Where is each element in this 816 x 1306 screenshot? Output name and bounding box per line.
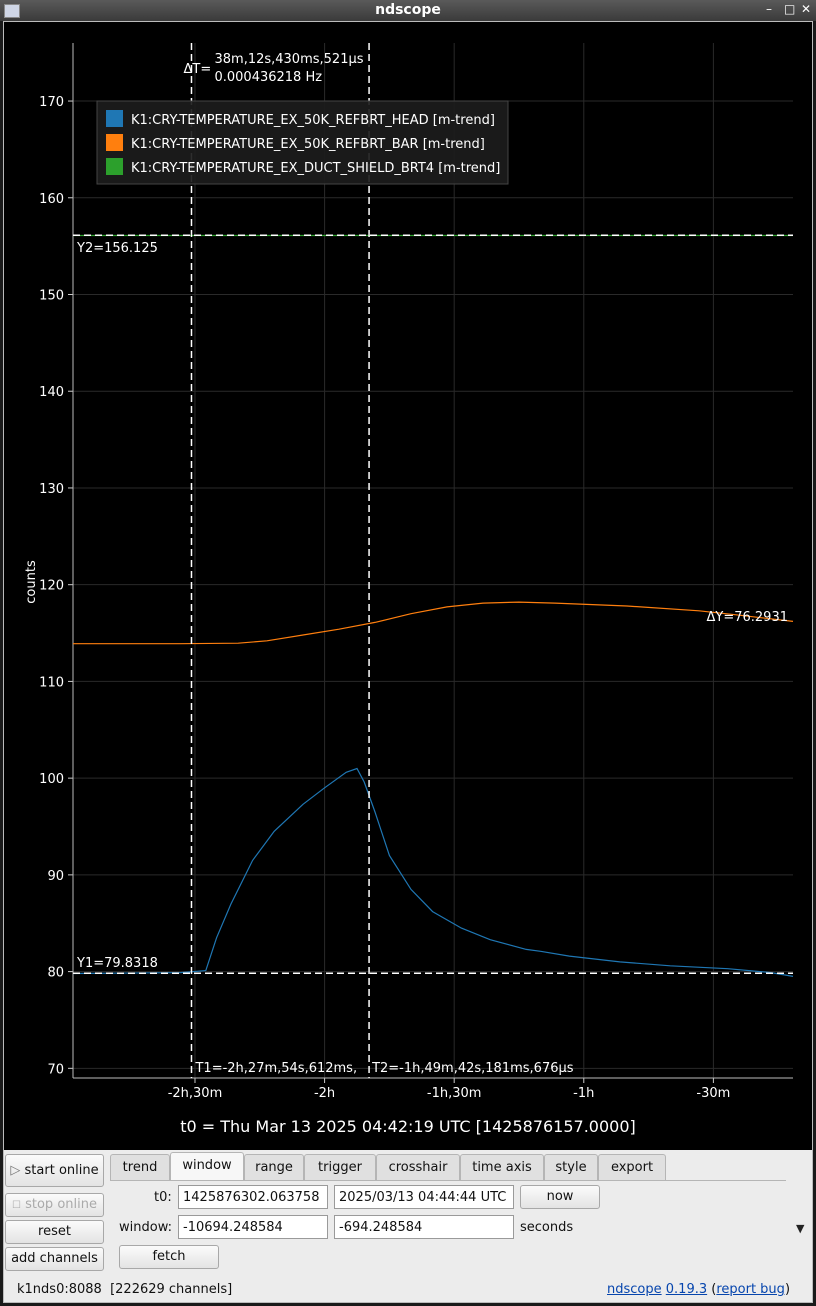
- t0-label: t0:: [154, 1190, 172, 1205]
- tab-crosshair[interactable]: crosshair: [376, 1154, 460, 1180]
- scope-plot[interactable]: 70 80 90 100 110 120 130 140 150 160 170 -2h,30m -2h…: [4, 25, 812, 1150]
- y-tick-label: 150: [39, 288, 64, 303]
- version-info: ndscope 0.19.3 (report bug): [607, 1282, 791, 1297]
- y-tick-label: 110: [39, 675, 64, 690]
- cursor-y2-label: Y2=156.125: [76, 241, 158, 256]
- channel-count: [222629 channels]: [110, 1282, 233, 1297]
- title-bar: ndscope – □ ✕: [0, 0, 816, 21]
- x-tick-label: -1h,30m: [427, 1086, 482, 1101]
- play-icon: ▷: [10, 1163, 21, 1178]
- legend-box: [96, 100, 509, 185]
- y-tick-label: 120: [39, 579, 64, 594]
- x-tick-label: -30m: [696, 1086, 730, 1101]
- version-link[interactable]: 0.19.3: [665, 1282, 708, 1297]
- x-tick-label: -1h: [573, 1086, 594, 1101]
- legend-swatch-1: [106, 110, 123, 127]
- legend-swatch-2: [106, 134, 123, 151]
- plot-grid: [73, 43, 793, 1078]
- minimize-icon[interactable]: –: [766, 2, 772, 16]
- status-server: k1nds0:8088 [222629 channels]: [17, 1282, 232, 1297]
- tab-export[interactable]: export: [598, 1154, 666, 1180]
- legend-label-1: K1:CRY-TEMPERATURE_EX_50K_REFBRT_HEAD [m…: [131, 113, 495, 128]
- tab-range[interactable]: range: [244, 1154, 304, 1180]
- y-tick-label: 130: [39, 482, 64, 497]
- y-tick-label: 170: [39, 95, 64, 110]
- y-axis-label: counts: [24, 560, 39, 604]
- close-icon[interactable]: ✕: [801, 2, 812, 16]
- reset-button[interactable]: reset: [5, 1220, 104, 1244]
- x-tick-label: -2h: [314, 1086, 335, 1101]
- y-tick-label: 70: [47, 1062, 64, 1077]
- y-tick-label: 80: [47, 966, 64, 981]
- cursor-t2-label: T2=-1h,49m,42s,181ms,676µs: [371, 1061, 574, 1076]
- control-panel: ▷ start online ☐ stop online reset add c…: [4, 1150, 812, 1302]
- seconds-label: seconds: [520, 1220, 574, 1235]
- y-tick-label: 90: [47, 869, 64, 884]
- stop-online-button[interactable]: ☐ stop online: [5, 1193, 104, 1217]
- legend-swatch-3: [106, 158, 123, 175]
- fetch-button[interactable]: fetch: [119, 1245, 219, 1269]
- window-end-input[interactable]: [334, 1215, 514, 1239]
- tab-trigger[interactable]: trigger: [304, 1154, 376, 1180]
- now-button[interactable]: now: [520, 1185, 600, 1209]
- start-online-label: start online: [24, 1163, 99, 1178]
- y-tick-label: 160: [39, 192, 64, 207]
- plot-axes: 70 80 90 100 110 120 130 140 150 160 170 -2h,30m -2h…: [39, 43, 793, 1101]
- window-title: ndscope: [375, 2, 441, 18]
- tab-trend[interactable]: trend: [110, 1154, 170, 1180]
- tab-time-axis[interactable]: time axis: [460, 1154, 544, 1180]
- maximize-icon[interactable]: □: [784, 2, 796, 16]
- window-label: window:: [119, 1220, 172, 1235]
- delta-t-value: 38m,12s,430ms,521µs: [214, 52, 363, 67]
- x-tick-label: -2h,30m: [168, 1086, 223, 1101]
- t0-timestamp: t0 = Thu Mar 13 2025 04:42:19 UTC [14258…: [180, 1117, 636, 1136]
- legend-label-2: K1:CRY-TEMPERATURE_EX_50K_REFBRT_BAR [m-…: [131, 137, 485, 152]
- delta-freq-value: 0.000436218 Hz: [214, 70, 322, 85]
- plot-cursors: T1=-2h,27m,54s,612ms, T2=-1h,49m,42s,181m…: [73, 43, 793, 1078]
- legend-label-3: K1:CRY-TEMPERATURE_EX_DUCT_SHIELD_BRT4 […: [131, 161, 500, 176]
- tab-window[interactable]: window: [170, 1152, 244, 1180]
- server-address: k1nds0:8088: [17, 1282, 102, 1297]
- t0-gps-input[interactable]: [178, 1185, 328, 1209]
- window-start-input[interactable]: [178, 1215, 328, 1239]
- y-tick-label: 100: [39, 772, 64, 787]
- cursor-t1-label: T1=-2h,27m,54s,612ms,: [194, 1061, 357, 1076]
- cursor-y1-label: Y1=79.8318: [76, 956, 158, 971]
- delta-t-prefix: ΔT=: [183, 62, 211, 77]
- plot-legend: K1:CRY-TEMPERATURE_EX_50K_REFBRT_HEAD [m…: [96, 100, 509, 185]
- add-channels-button[interactable]: add channels: [5, 1247, 104, 1271]
- tab-style[interactable]: style: [544, 1154, 598, 1180]
- start-online-button[interactable]: ▷ start online: [5, 1154, 104, 1187]
- y-tick-label: 140: [39, 385, 64, 400]
- delta-y-label: ΔY=76.2931: [707, 610, 789, 625]
- series-line-2: [73, 601, 794, 645]
- ndscope-link[interactable]: ndscope: [607, 1282, 662, 1297]
- stop-checkbox-icon: ☐: [12, 1200, 21, 1211]
- t0-utc-input[interactable]: [334, 1185, 514, 1209]
- expand-arrow-icon[interactable]: ▼: [796, 1222, 805, 1235]
- plot-series: [72, 234, 794, 977]
- series-line-1: [72, 767, 794, 977]
- tab-divider: [110, 1180, 786, 1181]
- stop-online-label: stop online: [25, 1197, 97, 1212]
- report-bug-link[interactable]: report bug: [716, 1282, 785, 1297]
- window-icon[interactable]: [4, 4, 20, 18]
